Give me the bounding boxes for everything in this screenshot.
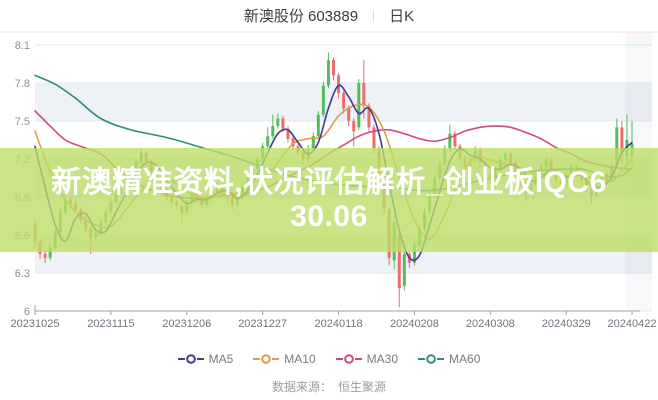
y-axis-label: 6 [24,306,30,318]
legend-marker-icon [177,354,204,364]
y-axis-label: 7.8 [15,78,30,90]
candle[interactable] [620,127,624,153]
candle[interactable] [48,247,52,258]
candle[interactable] [291,138,295,147]
candle[interactable] [332,60,335,76]
y-axis-label: 6.3 [15,268,30,280]
y-axis-label: 7.5 [15,116,30,128]
chart-legend: MA5 MA10 MA30 MA60 [0,349,658,369]
x-axis-label: 20231206 [162,318,211,330]
candle[interactable] [342,93,346,109]
legend-label: MA5 [208,352,234,366]
watermark-line1: 新澳精准资料,状况评估解析_创业板IQC6 [51,165,607,199]
watermark-banner: 新澳精准资料,状况评估解析_创业板IQC6 30.06 [0,148,658,252]
candle[interactable] [615,127,619,166]
x-axis-label: 20240308 [466,318,515,330]
candle[interactable] [271,126,275,137]
candle[interactable] [352,121,356,132]
candle[interactable] [266,136,270,147]
candle[interactable] [397,235,401,289]
period-label[interactable]: 日K [389,7,415,25]
x-axis-label: 20240208 [390,318,439,330]
legend-marker-icon [418,354,445,364]
candle[interactable] [347,108,351,121]
data-source-label: 数据来源： [271,380,332,394]
candle[interactable] [372,127,376,149]
candle[interactable] [362,83,366,106]
candle[interactable] [337,75,341,94]
x-axis-label: 20240118 [314,318,362,330]
candle[interactable] [321,85,325,115]
candle[interactable] [281,118,285,129]
candle[interactable] [316,114,320,137]
legend-item-ma10[interactable]: MA10 [253,352,316,366]
candle[interactable] [412,245,416,263]
candle[interactable] [448,133,452,149]
x-axis-label: 20231227 [238,318,287,330]
legend-label: MA30 [366,352,399,366]
candle[interactable] [276,118,280,127]
candle[interactable] [453,133,457,147]
watermark-line2: 30.06 [290,200,368,233]
legend-item-ma30[interactable]: MA30 [335,352,399,366]
x-axis-label: 20240329 [542,318,591,330]
x-axis-label: 20231115 [87,318,134,330]
candle[interactable] [326,60,330,86]
chart-header: 新澳股份 603889 | 日K [0,0,658,30]
legend-label: MA60 [449,352,481,366]
x-axis-label: 20240422 [608,318,657,330]
grid-stripe [35,45,652,83]
candle[interactable] [367,105,371,128]
candle[interactable] [311,136,315,149]
x-axis-label: 20231025 [11,318,60,330]
legend-label: MA10 [284,352,316,366]
legend-marker-icon [335,354,362,364]
y-axis-label: 8.1 [15,40,30,52]
legend-item-ma60[interactable]: MA60 [418,352,480,366]
header-divider: | [372,8,376,22]
candle[interactable] [402,254,406,286]
candle[interactable] [286,128,290,139]
data-source-value: 恒生聚源 [338,380,387,394]
data-source-footer: 数据来源： 恒生聚源 [0,378,658,395]
legend-item-ma5[interactable]: MA5 [177,352,234,366]
grid-stripe [35,273,652,311]
stock-title: 新澳股份 603889 [243,7,359,25]
candle[interactable] [43,254,47,258]
legend-marker-icon [253,354,280,364]
